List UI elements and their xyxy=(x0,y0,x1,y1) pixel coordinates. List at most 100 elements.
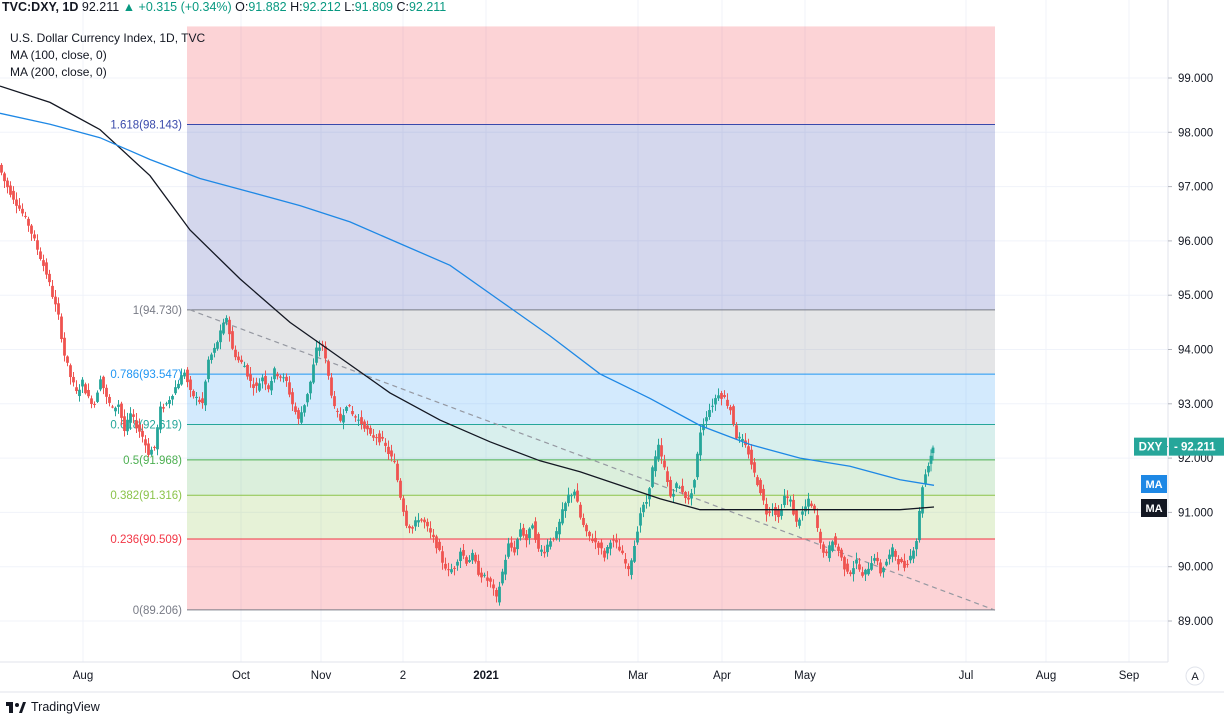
candle-body xyxy=(921,487,924,514)
candle-body xyxy=(462,550,465,556)
candle-body xyxy=(705,417,708,422)
fib-level-label: 0.236(90.509) xyxy=(110,534,182,546)
candle-body xyxy=(912,550,915,559)
candle-body xyxy=(126,419,129,432)
candle-body xyxy=(579,504,582,518)
candle-body xyxy=(453,567,456,569)
candle-body xyxy=(831,541,834,551)
candle-body xyxy=(876,557,879,562)
candle-body xyxy=(84,384,87,394)
candle-body xyxy=(840,549,843,558)
candle-body xyxy=(834,536,837,545)
candle-body xyxy=(723,395,726,398)
candle-body xyxy=(903,560,906,568)
low-value: 91.809 xyxy=(354,0,393,14)
legend-ma100[interactable]: MA (100, close, 0) xyxy=(10,48,107,62)
auto-scale-button[interactable] xyxy=(1185,666,1205,686)
candle-body xyxy=(348,405,351,407)
open-value: 91.882 xyxy=(248,0,287,14)
candle-body xyxy=(738,436,741,439)
candle-body xyxy=(141,430,144,437)
candle-body xyxy=(546,544,549,553)
time-tick-label: Jul xyxy=(959,670,974,682)
candle-body xyxy=(207,359,210,380)
candle-body xyxy=(378,433,381,443)
candle-body xyxy=(36,240,39,250)
candle-body xyxy=(306,394,309,403)
candle-body xyxy=(33,234,36,239)
candle-body xyxy=(573,491,576,496)
candle-body xyxy=(774,507,777,515)
candle-body xyxy=(810,503,813,507)
candle-body xyxy=(600,542,603,549)
candle-body xyxy=(720,393,723,399)
last-price-tag-bg xyxy=(1169,437,1224,456)
candle-body xyxy=(693,480,696,488)
candle-body xyxy=(549,541,552,547)
candle-body xyxy=(474,554,477,562)
candle-body xyxy=(81,379,84,387)
candle-body xyxy=(189,379,192,391)
candle-body xyxy=(108,396,111,403)
auto-scale-label: A xyxy=(1191,671,1199,683)
candle-body xyxy=(21,208,24,214)
candle-body xyxy=(525,534,528,541)
candle-body xyxy=(759,480,762,494)
candle-body xyxy=(894,550,897,557)
candle-body xyxy=(249,374,252,381)
candle-body xyxy=(150,449,153,455)
candle-body xyxy=(210,354,213,360)
candle-body xyxy=(792,499,795,515)
candle-body xyxy=(51,285,54,297)
candle-body xyxy=(276,373,279,377)
candle-body xyxy=(69,365,72,378)
fib-zone xyxy=(187,495,995,540)
candle-body xyxy=(501,571,504,584)
candle-body xyxy=(219,330,222,343)
candle-body xyxy=(120,403,123,418)
candle-body xyxy=(66,356,69,363)
candle-body xyxy=(420,519,423,521)
candle-body xyxy=(42,260,45,266)
candle-body xyxy=(9,185,12,195)
candle-body xyxy=(762,488,765,501)
candle-body xyxy=(804,506,807,512)
candle-body xyxy=(795,510,798,522)
symbol-tag-bg xyxy=(1134,437,1167,456)
price-tick-label: 96.000 xyxy=(1178,236,1213,248)
candle-body xyxy=(252,384,255,389)
candle-body xyxy=(636,531,639,543)
fib-level-label: 0.786(93.547) xyxy=(110,369,182,381)
candle-body xyxy=(909,555,912,561)
candle-body xyxy=(222,322,225,334)
candle-body xyxy=(690,493,693,499)
candle-body xyxy=(858,564,861,570)
candle-body xyxy=(201,398,204,404)
legend-ma200[interactable]: MA (200, close, 0) xyxy=(10,65,107,79)
candle-body xyxy=(129,413,132,423)
candle-body xyxy=(261,377,264,382)
candle-body xyxy=(642,504,645,513)
high-value: 92.212 xyxy=(302,0,341,14)
candle-body xyxy=(114,407,117,412)
candle-body xyxy=(258,383,261,391)
fib-level-label: 0.382(91.316) xyxy=(110,490,182,502)
price-tick-label: 91.000 xyxy=(1178,507,1213,519)
tradingview-brand[interactable]: TradingView xyxy=(6,700,100,714)
candle-body xyxy=(111,406,114,408)
candle-body xyxy=(99,379,102,390)
ma100-tag: MA xyxy=(1145,503,1162,515)
candle-body xyxy=(465,557,468,564)
candle-body xyxy=(870,563,873,570)
candle-body xyxy=(105,387,108,397)
candle-body xyxy=(264,376,267,385)
candle-body xyxy=(165,403,168,405)
candle-body xyxy=(633,546,636,562)
candle-body xyxy=(366,425,369,430)
candle-body xyxy=(564,503,567,512)
candle-body xyxy=(456,561,459,566)
candle-body xyxy=(240,359,243,363)
candle-body xyxy=(888,554,891,560)
legend-series[interactable]: U.S. Dollar Currency Index, 1D, TVC xyxy=(10,31,206,45)
